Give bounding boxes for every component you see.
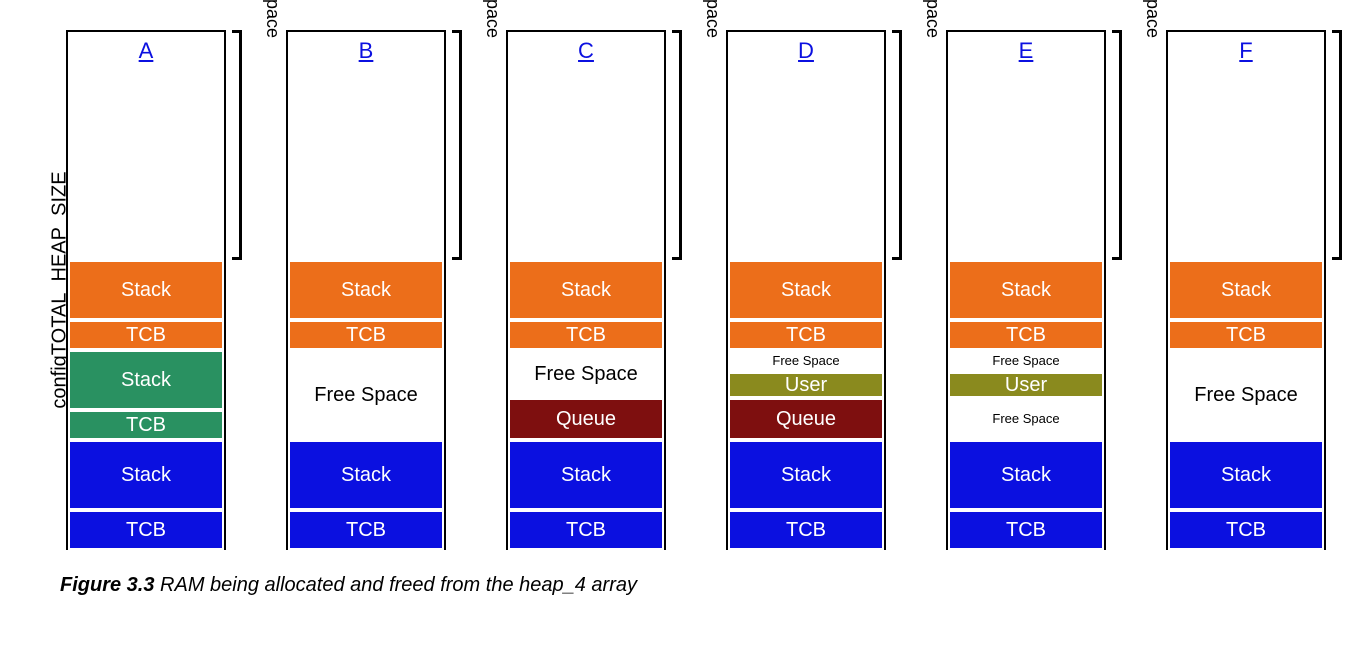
free-space-bracket-zone: Free space xyxy=(1108,30,1136,550)
heap-block: User xyxy=(948,372,1104,398)
free-top-space xyxy=(288,64,444,260)
column-header-link[interactable]: D xyxy=(728,32,884,64)
heap-block: Stack xyxy=(508,260,664,320)
free-space-label: Free space xyxy=(922,0,943,38)
column-wrap: BStackTCBFree SpaceStackTCBFree space xyxy=(286,30,476,550)
heap-block: Stack xyxy=(288,260,444,320)
heap-block: TCB xyxy=(288,320,444,350)
heap-block: Queue xyxy=(728,398,884,440)
heap-block: TCB xyxy=(68,320,224,350)
heap-block: Stack xyxy=(728,260,884,320)
heap-block: Stack xyxy=(1168,260,1324,320)
free-space-label: Free space xyxy=(702,0,723,38)
free-space-bracket-zone: Free space xyxy=(448,30,476,550)
free-top-space xyxy=(728,64,884,260)
free-space-bracket xyxy=(672,30,682,260)
heap-block: Free Space xyxy=(288,350,444,440)
heap-block: TCB xyxy=(948,320,1104,350)
free-space-bracket xyxy=(452,30,462,260)
heap-diagram: configTOTAL_HEAP_SIZE AStackTCBStackTCBS… xyxy=(60,30,1289,550)
free-space-bracket-zone: Free space xyxy=(888,30,916,550)
heap-column: EStackTCBFree SpaceUserFree SpaceStackTC… xyxy=(946,30,1106,550)
caption-text: RAM being allocated and freed from the h… xyxy=(154,574,637,596)
heap-block: Stack xyxy=(948,440,1104,510)
heap-column: CStackTCBFree SpaceQueueStackTCB xyxy=(506,30,666,550)
heap-block: TCB xyxy=(68,510,224,550)
column-header-link[interactable]: F xyxy=(1168,32,1324,64)
free-space-bracket-zone: Free space xyxy=(228,30,256,550)
heap-block: Stack xyxy=(1168,440,1324,510)
heap-block: TCB xyxy=(68,410,224,440)
heap-column: BStackTCBFree SpaceStackTCB xyxy=(286,30,446,550)
free-space-bracket xyxy=(892,30,902,260)
free-top-space xyxy=(1168,64,1324,260)
heap-block: TCB xyxy=(288,510,444,550)
free-space-bracket xyxy=(1112,30,1122,260)
heap-block: Stack xyxy=(68,350,224,410)
free-space-bracket-zone: Free space xyxy=(668,30,696,550)
free-top-space xyxy=(508,64,664,260)
free-space-label: Free space xyxy=(482,0,503,38)
heap-block: TCB xyxy=(728,320,884,350)
heap-column: AStackTCBStackTCBStackTCB xyxy=(66,30,226,550)
heap-column: FStackTCBFree SpaceStackTCB xyxy=(1166,30,1326,550)
free-top-space xyxy=(68,64,224,260)
figure-caption: Figure 3.3 RAM being allocated and freed… xyxy=(60,574,1289,597)
column-wrap: CStackTCBFree SpaceQueueStackTCBFree spa… xyxy=(506,30,696,550)
heap-block: Free Space xyxy=(508,350,664,398)
heap-block: Stack xyxy=(948,260,1104,320)
heap-block: Stack xyxy=(728,440,884,510)
column-header-link[interactable]: A xyxy=(68,32,224,64)
heap-block: Stack xyxy=(508,440,664,510)
heap-block: Stack xyxy=(288,440,444,510)
column-wrap: FStackTCBFree SpaceStackTCBFree space xyxy=(1166,30,1349,550)
free-space-bracket xyxy=(1332,30,1342,260)
heap-block: TCB xyxy=(1168,510,1324,550)
heap-block: TCB xyxy=(508,510,664,550)
caption-figure-number: Figure 3.3 xyxy=(60,574,154,596)
columns-container: AStackTCBStackTCBStackTCBFree spaceBStac… xyxy=(66,30,1349,550)
free-space-label: Free space xyxy=(1142,0,1163,38)
column-wrap: AStackTCBStackTCBStackTCBFree space xyxy=(66,30,256,550)
heap-column: DStackTCBFree SpaceUserQueueStackTCB xyxy=(726,30,886,550)
heap-block: TCB xyxy=(1168,320,1324,350)
column-wrap: DStackTCBFree SpaceUserQueueStackTCBFree… xyxy=(726,30,916,550)
free-top-space xyxy=(948,64,1104,260)
heap-block: TCB xyxy=(728,510,884,550)
heap-block: TCB xyxy=(508,320,664,350)
free-space-bracket xyxy=(232,30,242,260)
heap-block: Free Space xyxy=(1168,350,1324,440)
free-space-label: Free space xyxy=(262,0,283,38)
heap-block: TCB xyxy=(948,510,1104,550)
column-header-link[interactable]: B xyxy=(288,32,444,64)
heap-block: Queue xyxy=(508,398,664,440)
heap-block: Stack xyxy=(68,440,224,510)
heap-block: Free Space xyxy=(948,350,1104,372)
column-header-link[interactable]: E xyxy=(948,32,1104,64)
heap-block: Stack xyxy=(68,260,224,320)
heap-block: Free Space xyxy=(728,350,884,372)
free-space-bracket-zone: Free space xyxy=(1328,30,1349,550)
column-header-link[interactable]: C xyxy=(508,32,664,64)
column-wrap: EStackTCBFree SpaceUserFree SpaceStackTC… xyxy=(946,30,1136,550)
heap-block: User xyxy=(728,372,884,398)
heap-block: Free Space xyxy=(948,398,1104,440)
